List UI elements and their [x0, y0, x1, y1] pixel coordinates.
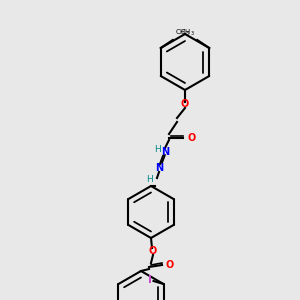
Text: O: O: [187, 133, 195, 143]
Text: O: O: [166, 260, 174, 270]
Text: H: H: [146, 176, 153, 184]
Text: O: O: [181, 99, 189, 109]
Text: O: O: [149, 246, 157, 256]
Text: CH$_3$: CH$_3$: [180, 28, 195, 38]
Text: I: I: [148, 275, 152, 285]
Text: CH$_3$: CH$_3$: [175, 28, 190, 38]
Text: H: H: [154, 146, 161, 154]
Text: N: N: [155, 163, 163, 173]
Text: N: N: [161, 147, 169, 157]
